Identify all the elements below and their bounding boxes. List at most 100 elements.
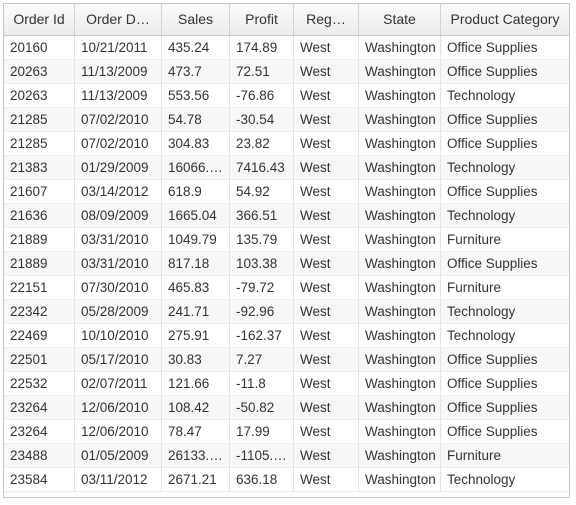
cell-sales: 817.18 (162, 252, 230, 275)
cell-order-date: 11/13/2009 (75, 60, 162, 83)
cell-order-date: 03/31/2010 (75, 228, 162, 251)
cell-product-category: Technology (447, 472, 516, 487)
table-row[interactable]: 23264 12/06/2010 78.47 17.99 West Washin… (4, 420, 569, 444)
cell-sales: 30.83 (162, 348, 230, 371)
cell-sales: 108.42 (162, 396, 230, 419)
cell-profit: 135.79 (230, 228, 294, 251)
table-row[interactable]: 22469 10/10/2010 275.91 -162.37 West Was… (4, 324, 569, 348)
table-row[interactable]: 21889 03/31/2010 1049.79 135.79 West Was… (4, 228, 569, 252)
cell-sales: 54.78 (162, 108, 230, 131)
table-row[interactable]: 21607 03/14/2012 618.9 54.92 West Washin… (4, 180, 569, 204)
column-header-sales[interactable]: Sales (162, 4, 230, 35)
cell-profit: 174.89 (230, 36, 294, 59)
column-header-order-date[interactable]: Order D… (75, 4, 162, 35)
cell-state: Washington (359, 204, 441, 227)
grid-header: Order Id Order D… Sales Profit Reg… Stat… (4, 4, 569, 36)
cell-state: Washington (359, 324, 441, 347)
cell-order-id: 22501 (4, 348, 75, 371)
cell-order-date: 08/09/2009 (75, 204, 162, 227)
cell-region: West (294, 252, 359, 275)
cell-order-id: 22342 (4, 300, 75, 323)
cell-product-category: Technology (447, 88, 516, 103)
column-header-region[interactable]: Reg… (294, 4, 359, 35)
table-row[interactable]: 23584 03/11/2012 2671.21 636.18 West Was… (4, 468, 569, 492)
cell-state: Washington (359, 228, 441, 251)
table-row[interactable]: 21285 07/02/2010 54.78 -30.54 West Washi… (4, 108, 569, 132)
cell-product-category: Office Supplies (447, 136, 538, 151)
cell-order-date: 02/07/2011 (75, 372, 162, 395)
table-row[interactable]: 22342 05/28/2009 241.71 -92.96 West Wash… (4, 300, 569, 324)
table-row[interactable]: 21889 03/31/2010 817.18 103.38 West Wash… (4, 252, 569, 276)
column-header-state[interactable]: State (359, 4, 441, 35)
cell-profit: 636.18 (230, 468, 294, 491)
cell-sales: 241.71 (162, 300, 230, 323)
cell-profit: 17.99 (230, 420, 294, 443)
table-row[interactable]: 22532 02/07/2011 121.66 -11.8 West Washi… (4, 372, 569, 396)
cell-region: West (294, 348, 359, 371)
cell-profit: -79.72 (230, 276, 294, 299)
cell-state: Washington (359, 396, 441, 419)
table-row[interactable]: 20263 11/13/2009 473.7 72.51 West Washin… (4, 60, 569, 84)
cell-product-category: Technology (447, 304, 516, 319)
table-row[interactable]: 23264 12/06/2010 108.42 -50.82 West Wash… (4, 396, 569, 420)
cell-region: West (294, 468, 359, 491)
cell-profit: 366.51 (230, 204, 294, 227)
cell-region: West (294, 228, 359, 251)
table-row[interactable]: 21383 01/29/2009 16066.… 7416.43 West Wa… (4, 156, 569, 180)
cell-sales: 78.47 (162, 420, 230, 443)
cell-order-date: 03/11/2012 (75, 468, 162, 491)
cell-region: West (294, 180, 359, 203)
cell-sales: 553.56 (162, 84, 230, 107)
cell-product-category: Technology (447, 328, 516, 343)
cell-order-id: 21889 (4, 252, 75, 275)
cell-product-category: Office Supplies (447, 40, 538, 55)
cell-profit: 7.27 (230, 348, 294, 371)
cell-order-id: 20263 (4, 60, 75, 83)
column-header-order-id[interactable]: Order Id (4, 4, 75, 35)
cell-profit: 23.82 (230, 132, 294, 155)
cell-product-category: Technology (447, 208, 516, 223)
table-row[interactable]: 20160 10/21/2011 435.24 174.89 West Wash… (4, 36, 569, 60)
column-header-product-category[interactable]: Product Category (450, 11, 560, 27)
cell-state: Washington (359, 444, 441, 467)
cell-region: West (294, 36, 359, 59)
table-row[interactable]: 22501 05/17/2010 30.83 7.27 West Washing… (4, 348, 569, 372)
cell-product-category: Office Supplies (447, 184, 538, 199)
cell-order-id: 21636 (4, 204, 75, 227)
cell-sales: 1665.04 (162, 204, 230, 227)
cell-order-date: 03/14/2012 (75, 180, 162, 203)
cell-order-date: 01/29/2009 (75, 156, 162, 179)
cell-profit: -11.8 (230, 372, 294, 395)
cell-profit: 103.38 (230, 252, 294, 275)
cell-region: West (294, 108, 359, 131)
cell-sales: 26133.… (162, 444, 230, 467)
cell-order-date: 05/17/2010 (75, 348, 162, 371)
table-row[interactable]: 21636 08/09/2009 1665.04 366.51 West Was… (4, 204, 569, 228)
cell-order-id: 21285 (4, 108, 75, 131)
table-row[interactable]: 22151 07/30/2010 465.83 -79.72 West Wash… (4, 276, 569, 300)
cell-sales: 2671.21 (162, 468, 230, 491)
cell-order-id: 21607 (4, 180, 75, 203)
cell-profit: 72.51 (230, 60, 294, 83)
cell-sales: 473.7 (162, 60, 230, 83)
cell-state: Washington (359, 180, 441, 203)
cell-region: West (294, 132, 359, 155)
cell-order-date: 05/28/2009 (75, 300, 162, 323)
cell-product-category: Office Supplies (447, 64, 538, 79)
cell-profit: -92.96 (230, 300, 294, 323)
cell-state: Washington (359, 348, 441, 371)
column-header-profit[interactable]: Profit (230, 4, 294, 35)
table-row[interactable]: 23488 01/05/2009 26133.… -1105.… West Wa… (4, 444, 569, 468)
cell-sales: 1049.79 (162, 228, 230, 251)
cell-state: Washington (359, 420, 441, 443)
cell-product-category: Office Supplies (447, 400, 538, 415)
cell-order-date: 10/10/2010 (75, 324, 162, 347)
table-row[interactable]: 21285 07/02/2010 304.83 23.82 West Washi… (4, 132, 569, 156)
cell-order-id: 22151 (4, 276, 75, 299)
cell-region: West (294, 84, 359, 107)
cell-product-category: Office Supplies (447, 352, 538, 367)
table-row[interactable]: 20263 11/13/2009 553.56 -76.86 West Wash… (4, 84, 569, 108)
cell-order-id: 21889 (4, 228, 75, 251)
cell-sales: 618.9 (162, 180, 230, 203)
cell-sales: 16066.… (162, 156, 230, 179)
